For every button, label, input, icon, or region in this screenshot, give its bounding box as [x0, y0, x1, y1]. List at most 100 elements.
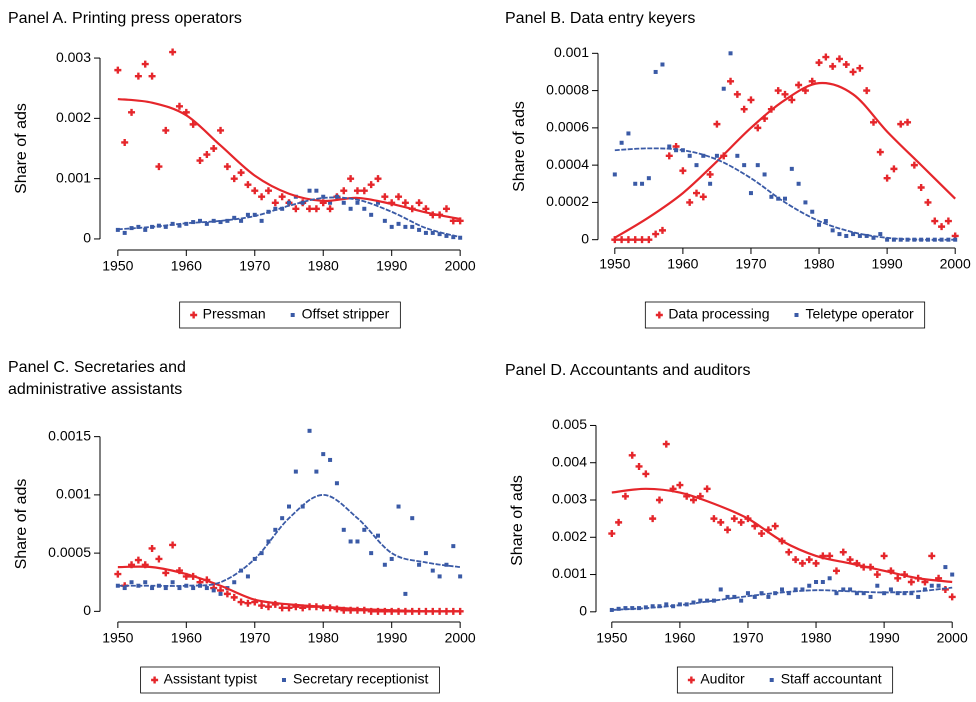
y-axis-title: Share of ads: [511, 101, 528, 192]
legend-label: Secretary receptionist: [293, 671, 429, 687]
x-tick-label: 1980: [803, 256, 834, 272]
plus-marker: [155, 163, 163, 171]
square-marker: [389, 556, 394, 561]
plus-shape: [631, 236, 639, 244]
plus-marker: [832, 567, 840, 575]
square-marker: [664, 602, 669, 607]
plus-shape: [687, 676, 695, 684]
plus-marker: [733, 90, 741, 98]
y-tick-label: 0.0005: [48, 544, 91, 560]
plus-shape: [285, 604, 293, 612]
square-marker: [280, 516, 285, 521]
plus-marker: [924, 198, 932, 206]
plus-shape: [924, 198, 932, 206]
square-marker: [451, 235, 456, 240]
y-tick-label: 0.005: [552, 416, 587, 432]
fit-line: [614, 147, 956, 241]
plus-shape: [883, 174, 891, 182]
plus-shape: [196, 157, 204, 165]
plus-shape: [203, 151, 211, 159]
square-marker: [458, 574, 463, 579]
square-marker: [950, 572, 955, 577]
plus-marker: [608, 530, 616, 538]
x-tick-label: 1960: [171, 258, 202, 274]
plus-marker: [713, 120, 721, 128]
plus-marker: [737, 518, 745, 526]
plus-marker: [676, 481, 684, 489]
panel-title: Panel D. Accountants and auditors: [505, 362, 751, 379]
plus-shape: [788, 96, 796, 104]
fit-line: [117, 97, 461, 221]
plus-shape: [662, 440, 670, 448]
plus-marker: [237, 169, 245, 177]
plus-marker: [621, 492, 629, 500]
square-marker: [922, 587, 927, 592]
x-tick-label: 1970: [239, 630, 270, 646]
plus-shape: [839, 548, 847, 556]
plus-marker: [645, 236, 653, 244]
plus-marker: [134, 72, 142, 80]
plus-shape: [175, 102, 183, 110]
plus-marker: [693, 189, 700, 197]
plus-marker: [251, 187, 259, 195]
square-marker: [163, 224, 168, 229]
plus-shape: [832, 567, 840, 575]
legend-box: [676, 666, 894, 694]
plus-marker: [244, 599, 252, 607]
plus-shape: [367, 181, 375, 189]
x-tick-label: 2000: [445, 258, 476, 274]
plus-marker: [652, 230, 660, 238]
plus-shape: [948, 593, 956, 601]
plus-marker: [223, 163, 231, 171]
square-marker: [218, 591, 223, 596]
plus-shape: [652, 230, 660, 238]
y-tick-label: 0: [579, 603, 587, 619]
plus-shape: [264, 603, 272, 611]
legend-label: Assistant typist: [164, 671, 257, 687]
plus-shape: [805, 556, 813, 564]
square-marker: [218, 220, 223, 225]
square-marker: [417, 227, 422, 232]
plus-shape: [162, 126, 170, 134]
plus-marker: [618, 236, 626, 244]
legend-marker: [290, 313, 295, 317]
legend-marker: [687, 676, 695, 684]
plus-shape: [740, 105, 748, 113]
square-marker: [633, 181, 638, 186]
plus-marker: [615, 518, 623, 526]
square-marker: [848, 587, 853, 592]
plus-marker: [781, 90, 789, 98]
square-marker: [389, 224, 394, 229]
square-marker: [273, 206, 278, 211]
plus-marker: [271, 199, 279, 207]
plus-marker: [148, 72, 156, 80]
plus-marker: [230, 175, 238, 183]
y-tick-label: 0: [83, 602, 91, 618]
plus-shape: [395, 193, 403, 201]
legend-marker: [190, 311, 198, 319]
x-tick-label: 1960: [667, 256, 698, 272]
plus-marker: [873, 571, 881, 579]
x-tick-label: 1970: [735, 256, 766, 272]
plus-shape: [710, 515, 718, 523]
plus-shape: [938, 223, 946, 231]
fit-line: [117, 196, 461, 239]
square-marker: [691, 600, 696, 605]
square-marker: [742, 163, 747, 168]
fit-line: [611, 487, 953, 584]
plus-shape: [703, 485, 711, 493]
square-marker: [857, 233, 862, 238]
plus-marker: [870, 118, 877, 126]
x-tick-label: 2000: [940, 256, 971, 272]
panel-title: Panel C. Secretaries and administrative …: [8, 359, 186, 398]
square-marker: [163, 586, 168, 591]
plus-shape: [690, 496, 697, 504]
plus-marker: [175, 102, 183, 110]
y-tick-label: 0.0008: [546, 81, 589, 97]
square-marker: [823, 219, 828, 224]
square-marker: [674, 148, 679, 153]
plus-marker: [826, 552, 834, 560]
square-marker: [115, 227, 120, 232]
plus-marker: [258, 193, 266, 201]
square-marker: [225, 218, 230, 223]
